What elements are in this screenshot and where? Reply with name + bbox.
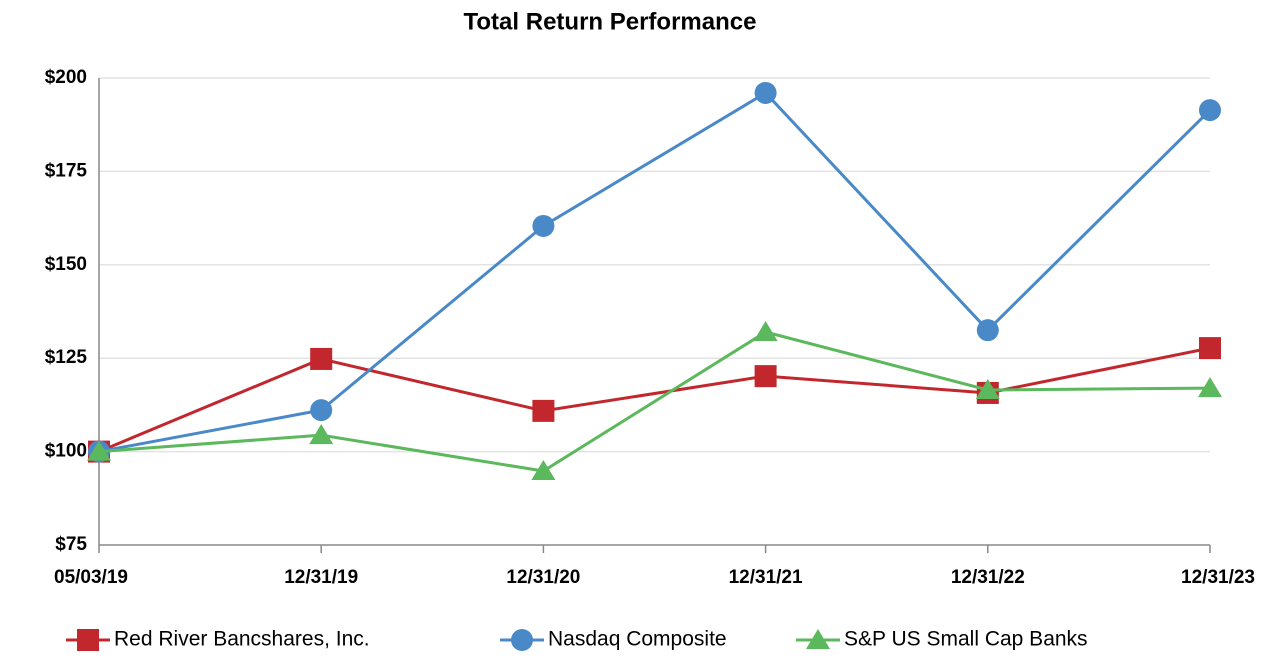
legend-label: Nasdaq Composite [548, 628, 727, 651]
chart-title: Total Return Performance [464, 8, 757, 35]
marker-circle [511, 629, 533, 651]
x-tick-label: 05/03/19 [54, 567, 128, 588]
y-tick-label: $175 [45, 160, 88, 181]
marker-circle [1199, 99, 1221, 122]
series-line [98, 346, 1211, 453]
marker-circle [754, 81, 777, 104]
marker-square [754, 365, 777, 388]
marker-square [1199, 337, 1221, 360]
marker-circle [310, 399, 333, 422]
marker-triangle [753, 321, 778, 342]
y-tick-label: $200 [45, 67, 87, 88]
x-tick-label: 12/31/23 [1181, 567, 1255, 588]
x-tick-label: 12/31/21 [729, 567, 803, 588]
y-tick-label: $150 [45, 254, 87, 275]
y-tick-label: $125 [45, 347, 88, 368]
marker-triangle [1198, 377, 1222, 398]
marker-circle [532, 214, 555, 237]
marker-square [77, 629, 99, 651]
series-line [98, 330, 1211, 473]
marker-circle [976, 319, 999, 342]
y-tick-label: $75 [55, 534, 87, 555]
series-line [98, 91, 1212, 454]
marker-triangle [87, 440, 111, 461]
marker-square [532, 399, 555, 422]
marker-triangle [309, 424, 334, 445]
legend-label: S&P US Small Cap Banks [844, 628, 1088, 651]
marker-triangle [975, 378, 1000, 399]
y-tick-label: $100 [45, 441, 87, 462]
legend-label: Red River Bancshares, Inc. [114, 628, 370, 651]
x-tick-label: 12/31/20 [506, 567, 580, 588]
x-tick-label: 12/31/19 [284, 567, 358, 588]
marker-square [310, 347, 333, 370]
marker-triangle [531, 460, 556, 481]
x-tick-label: 12/31/22 [951, 567, 1025, 588]
marker-triangle [806, 629, 830, 649]
